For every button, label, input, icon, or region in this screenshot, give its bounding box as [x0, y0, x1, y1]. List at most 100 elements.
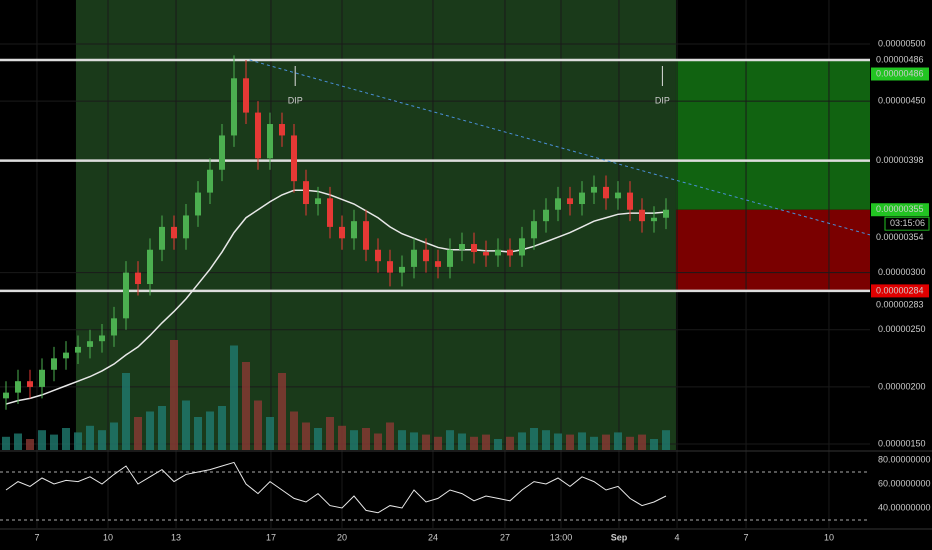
volume-bar: [302, 422, 310, 450]
price-tag-label: 0.00000486: [876, 68, 924, 78]
x-tick-label: 13: [171, 532, 181, 542]
volume-bar: [374, 433, 382, 450]
candle-body: [123, 272, 129, 319]
volume-bar: [362, 428, 370, 450]
candle-body: [327, 198, 333, 227]
y-tick-label: 0.00000450: [878, 96, 926, 106]
volume-bar: [350, 430, 358, 450]
candle-body: [315, 198, 321, 205]
volume-bar: [194, 417, 202, 450]
volume-bar: [446, 430, 454, 450]
volume-bar: [554, 433, 562, 450]
candle-body: [195, 192, 201, 216]
candle-body: [663, 209, 669, 218]
y-tick-label: 0.00000250: [878, 324, 926, 334]
candle-body: [363, 221, 369, 250]
annotation: DIP: [655, 95, 670, 105]
candle-body: [243, 78, 249, 113]
volume-bar: [290, 411, 298, 450]
volume-bar: [62, 428, 70, 450]
candle-body: [111, 318, 117, 336]
volume-bar: [326, 417, 334, 450]
volume-bar: [2, 436, 10, 450]
volume-bar: [338, 425, 346, 450]
price-tag: [871, 67, 929, 81]
candle-body: [447, 249, 453, 267]
volume-bar: [146, 411, 154, 450]
volume-bar: [50, 434, 58, 450]
volume-bar: [518, 432, 526, 450]
candle-body: [15, 381, 21, 393]
candle-body: [303, 181, 309, 205]
volume-bar: [578, 432, 586, 450]
volume-bar: [614, 432, 622, 450]
candle-body: [75, 346, 81, 353]
rsi-line: [5, 461, 667, 514]
candle-body: [267, 124, 273, 159]
x-tick-label: 7: [34, 532, 39, 542]
candle-body: [591, 186, 597, 193]
candle-body: [207, 169, 213, 193]
x-tick-label: 13:00: [550, 532, 573, 542]
candle-body: [135, 272, 141, 285]
y-tick-label: 0.00000150: [878, 438, 926, 448]
candle-body: [483, 252, 489, 256]
price-axis-bg: [870, 0, 932, 550]
volume-bar: [662, 430, 670, 450]
countdown-box: [884, 216, 930, 231]
volume-bar: [134, 417, 142, 450]
candle-body: [495, 249, 501, 256]
volume-bar: [638, 434, 646, 450]
price-tag-label: 0.00000486: [876, 54, 924, 64]
price-tag: [870, 297, 930, 312]
x-tick-label: 17: [266, 532, 276, 542]
candle-body: [375, 249, 381, 262]
candle-body: [147, 249, 153, 285]
volume-bar: [254, 400, 262, 450]
candle-body: [435, 261, 441, 267]
candle-body: [555, 198, 561, 210]
x-tick-label: 27: [500, 532, 510, 542]
price-tag-label: 0.00000283: [876, 299, 924, 309]
candle-body: [291, 135, 297, 182]
candle-body: [63, 352, 69, 359]
x-tick-label: 20: [337, 532, 347, 542]
volume-bar: [26, 439, 34, 450]
candle-body: [51, 358, 57, 370]
volume-bar: [422, 434, 430, 450]
volume-bar: [542, 430, 550, 450]
candle-body: [579, 192, 585, 205]
candle-body: [87, 341, 93, 347]
volume-bar: [38, 430, 46, 450]
volume-bar: [650, 439, 658, 450]
y-tick-label: 0.00000200: [878, 381, 926, 391]
volume-bar: [110, 422, 118, 450]
volume-bar: [122, 373, 130, 450]
volume-bar: [242, 362, 250, 450]
candle-body: [351, 221, 357, 239]
rsi-tick-label: 60.00000000: [878, 478, 931, 488]
volume-bar: [398, 430, 406, 450]
price-tag: [871, 203, 929, 217]
volume-bar: [386, 422, 394, 450]
volume-bar: [266, 417, 274, 450]
candle-body: [567, 198, 573, 205]
candle-body: [339, 226, 345, 239]
candle-body: [411, 249, 417, 267]
volume-bar: [314, 428, 322, 450]
target-zone: [675, 60, 870, 210]
candle-body: [603, 186, 609, 199]
candle-body: [459, 244, 465, 250]
volume-bar: [530, 428, 538, 450]
volume-bar: [218, 406, 226, 450]
volume-bar: [626, 436, 634, 450]
candle-body: [39, 369, 45, 387]
x-tick-label: 10: [103, 532, 113, 542]
volume-bar: [74, 432, 82, 450]
volume-bar: [494, 439, 502, 450]
volume-bar: [278, 373, 286, 450]
x-tick-label: Sep: [611, 532, 628, 542]
candle-body: [471, 244, 477, 253]
